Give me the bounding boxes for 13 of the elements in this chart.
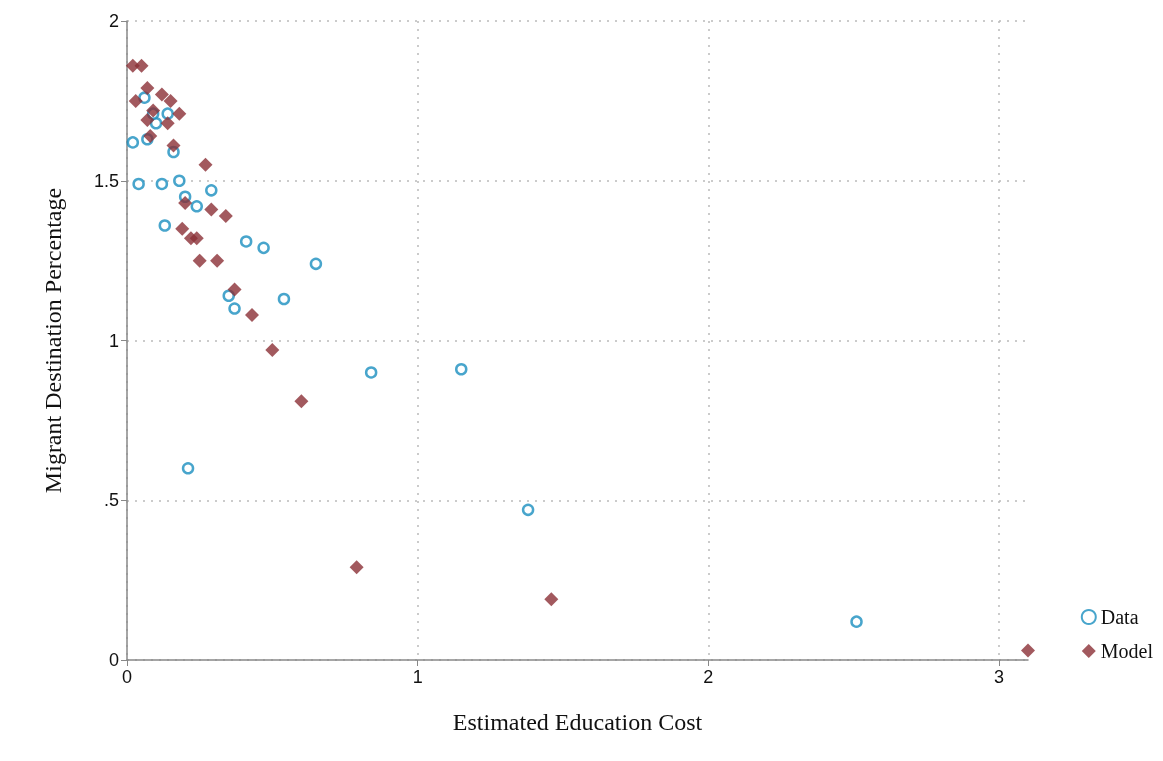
legend-label: Model [1100,640,1154,662]
y-tick-label: 1.5 [93,170,119,191]
x-tick-label: 1 [412,667,423,687]
x-tick-label: 3 [993,667,1004,687]
y-tick-label: 1 [108,330,119,351]
x-tick-label: 2 [703,667,714,687]
y-tick-label: .5 [103,490,119,511]
y-tick-label: 0 [108,650,119,670]
y-axis-title: Migrant Destination Percentage [40,187,66,494]
y-tick-label: 2 [108,11,119,31]
x-tick-label: 0 [121,667,133,687]
legend-label: Data [1100,606,1139,628]
x-axis-title: Estimated Education Cost [452,709,703,735]
